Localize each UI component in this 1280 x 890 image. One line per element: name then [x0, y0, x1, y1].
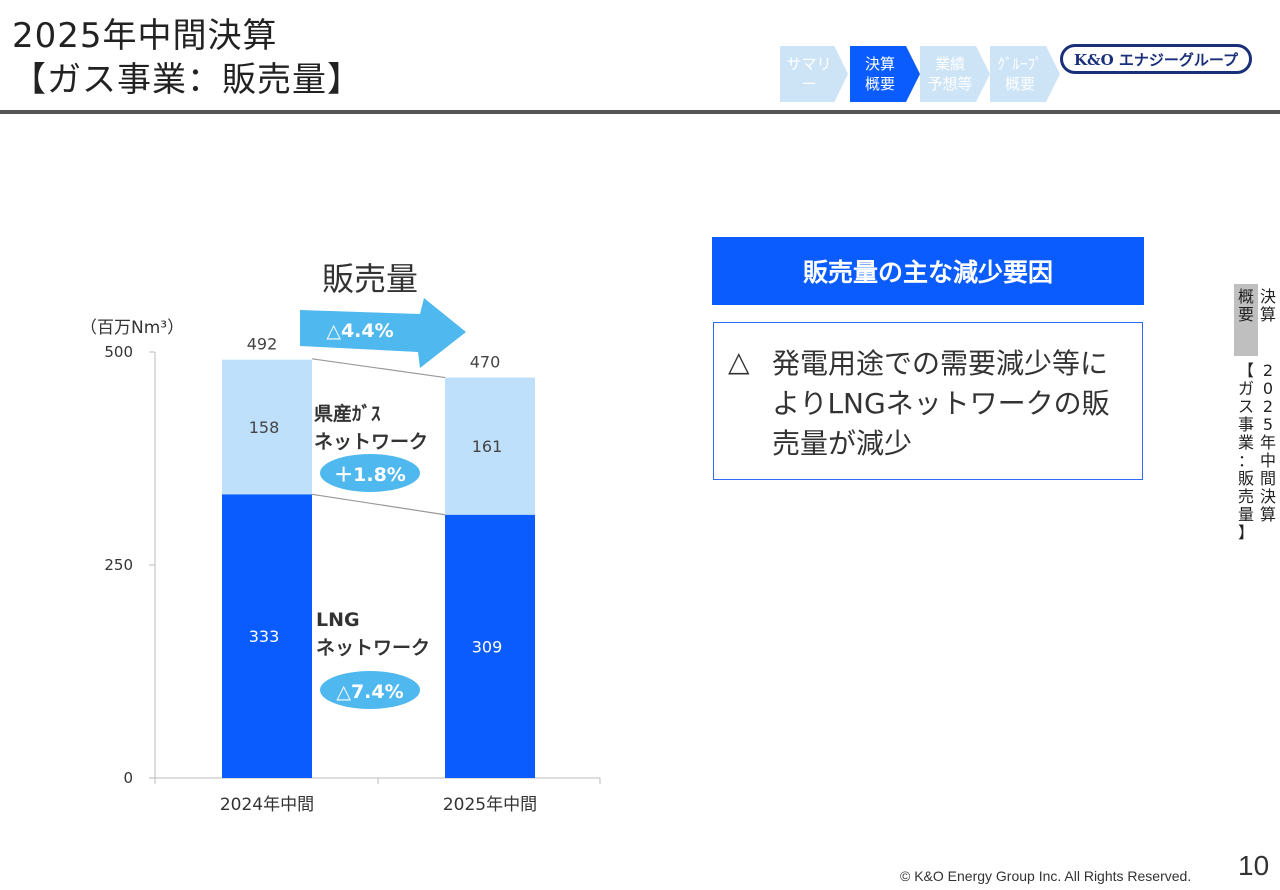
data-label-total: 492	[247, 335, 278, 354]
y-tick-label: 0	[123, 769, 133, 787]
bar-lng-network	[445, 514, 535, 778]
side-tab-col2: 概要	[1237, 287, 1254, 324]
y-tick-label: 250	[104, 556, 133, 574]
callout-box	[713, 322, 1143, 480]
chart-title: 販売量	[322, 260, 418, 298]
connector-lng	[311, 493, 446, 516]
connector-total	[311, 358, 446, 379]
company-logo: K&O エナジーグループ	[1060, 44, 1252, 74]
side-tab-col4: 【ガス事業：販売量】	[1237, 361, 1254, 542]
badge-lower-change	[320, 671, 420, 709]
unit-label: （百万Nm³）	[80, 318, 184, 338]
data-label-lng: 333	[249, 627, 280, 646]
stacked-bar-chart: 0 250 500 （百万Nm³） 333 158 492 2024年中間 309 161 470 2…	[80, 260, 601, 815]
side-tab-highlight	[1234, 284, 1258, 356]
data-label-lng: 309	[472, 637, 503, 656]
y-tick-label: 500	[104, 343, 133, 361]
series-label-prefectural-gas: ネットワーク	[314, 431, 428, 453]
header-rule	[0, 110, 1280, 114]
data-label-total: 470	[470, 353, 501, 372]
badge-upper-change-label: ＋1.8%	[334, 464, 406, 486]
step-summary[interactable]: サマリー	[780, 46, 848, 102]
total-change-arrow	[300, 298, 466, 368]
badge-upper-change	[320, 454, 420, 492]
total-change-label: △4.4%	[326, 320, 393, 342]
series-label-lng: LNG	[316, 609, 360, 631]
data-label-prefectural-gas: 161	[472, 437, 503, 456]
page-title-line2: 【ガス事業：販売量】	[12, 60, 362, 100]
bar-prefectural-gas-network	[222, 359, 312, 495]
page-number: 10	[1238, 850, 1270, 881]
badge-lower-change-label: △7.4%	[336, 681, 403, 703]
page-title-line1: 2025年中間決算	[12, 16, 278, 56]
x-tick-label: 2024年中間	[220, 795, 314, 815]
side-tab-col1: 決算	[1259, 287, 1276, 324]
series-label-prefectural-gas: 県産ｶﾞｽ	[314, 402, 381, 425]
callout-text: 発電用途での需要減少等によりLNGネットワークの販売量が減少	[772, 347, 1110, 460]
page-title: 2025年中間決算 【ガス事業：販売量】	[12, 14, 362, 102]
data-label-prefectural-gas: 158	[249, 418, 280, 437]
series-label-lng: ネットワーク	[316, 637, 430, 659]
step-group-overview[interactable]: ｸﾞﾙｰﾌﾟ 概要	[990, 46, 1060, 102]
bar-lng-network	[222, 494, 312, 778]
step-results-overview[interactable]: 決算 概要	[850, 46, 920, 102]
bar-prefectural-gas-network	[445, 377, 535, 515]
copyright: © K&O Energy Group Inc. All Rights Reser…	[900, 868, 1192, 884]
x-tick-label: 2025年中間	[443, 795, 537, 815]
decrease-mark: △	[728, 345, 750, 378]
step-forecast[interactable]: 業績 予想等	[920, 46, 990, 102]
callout-heading: 販売量の主な減少要因	[712, 237, 1144, 305]
